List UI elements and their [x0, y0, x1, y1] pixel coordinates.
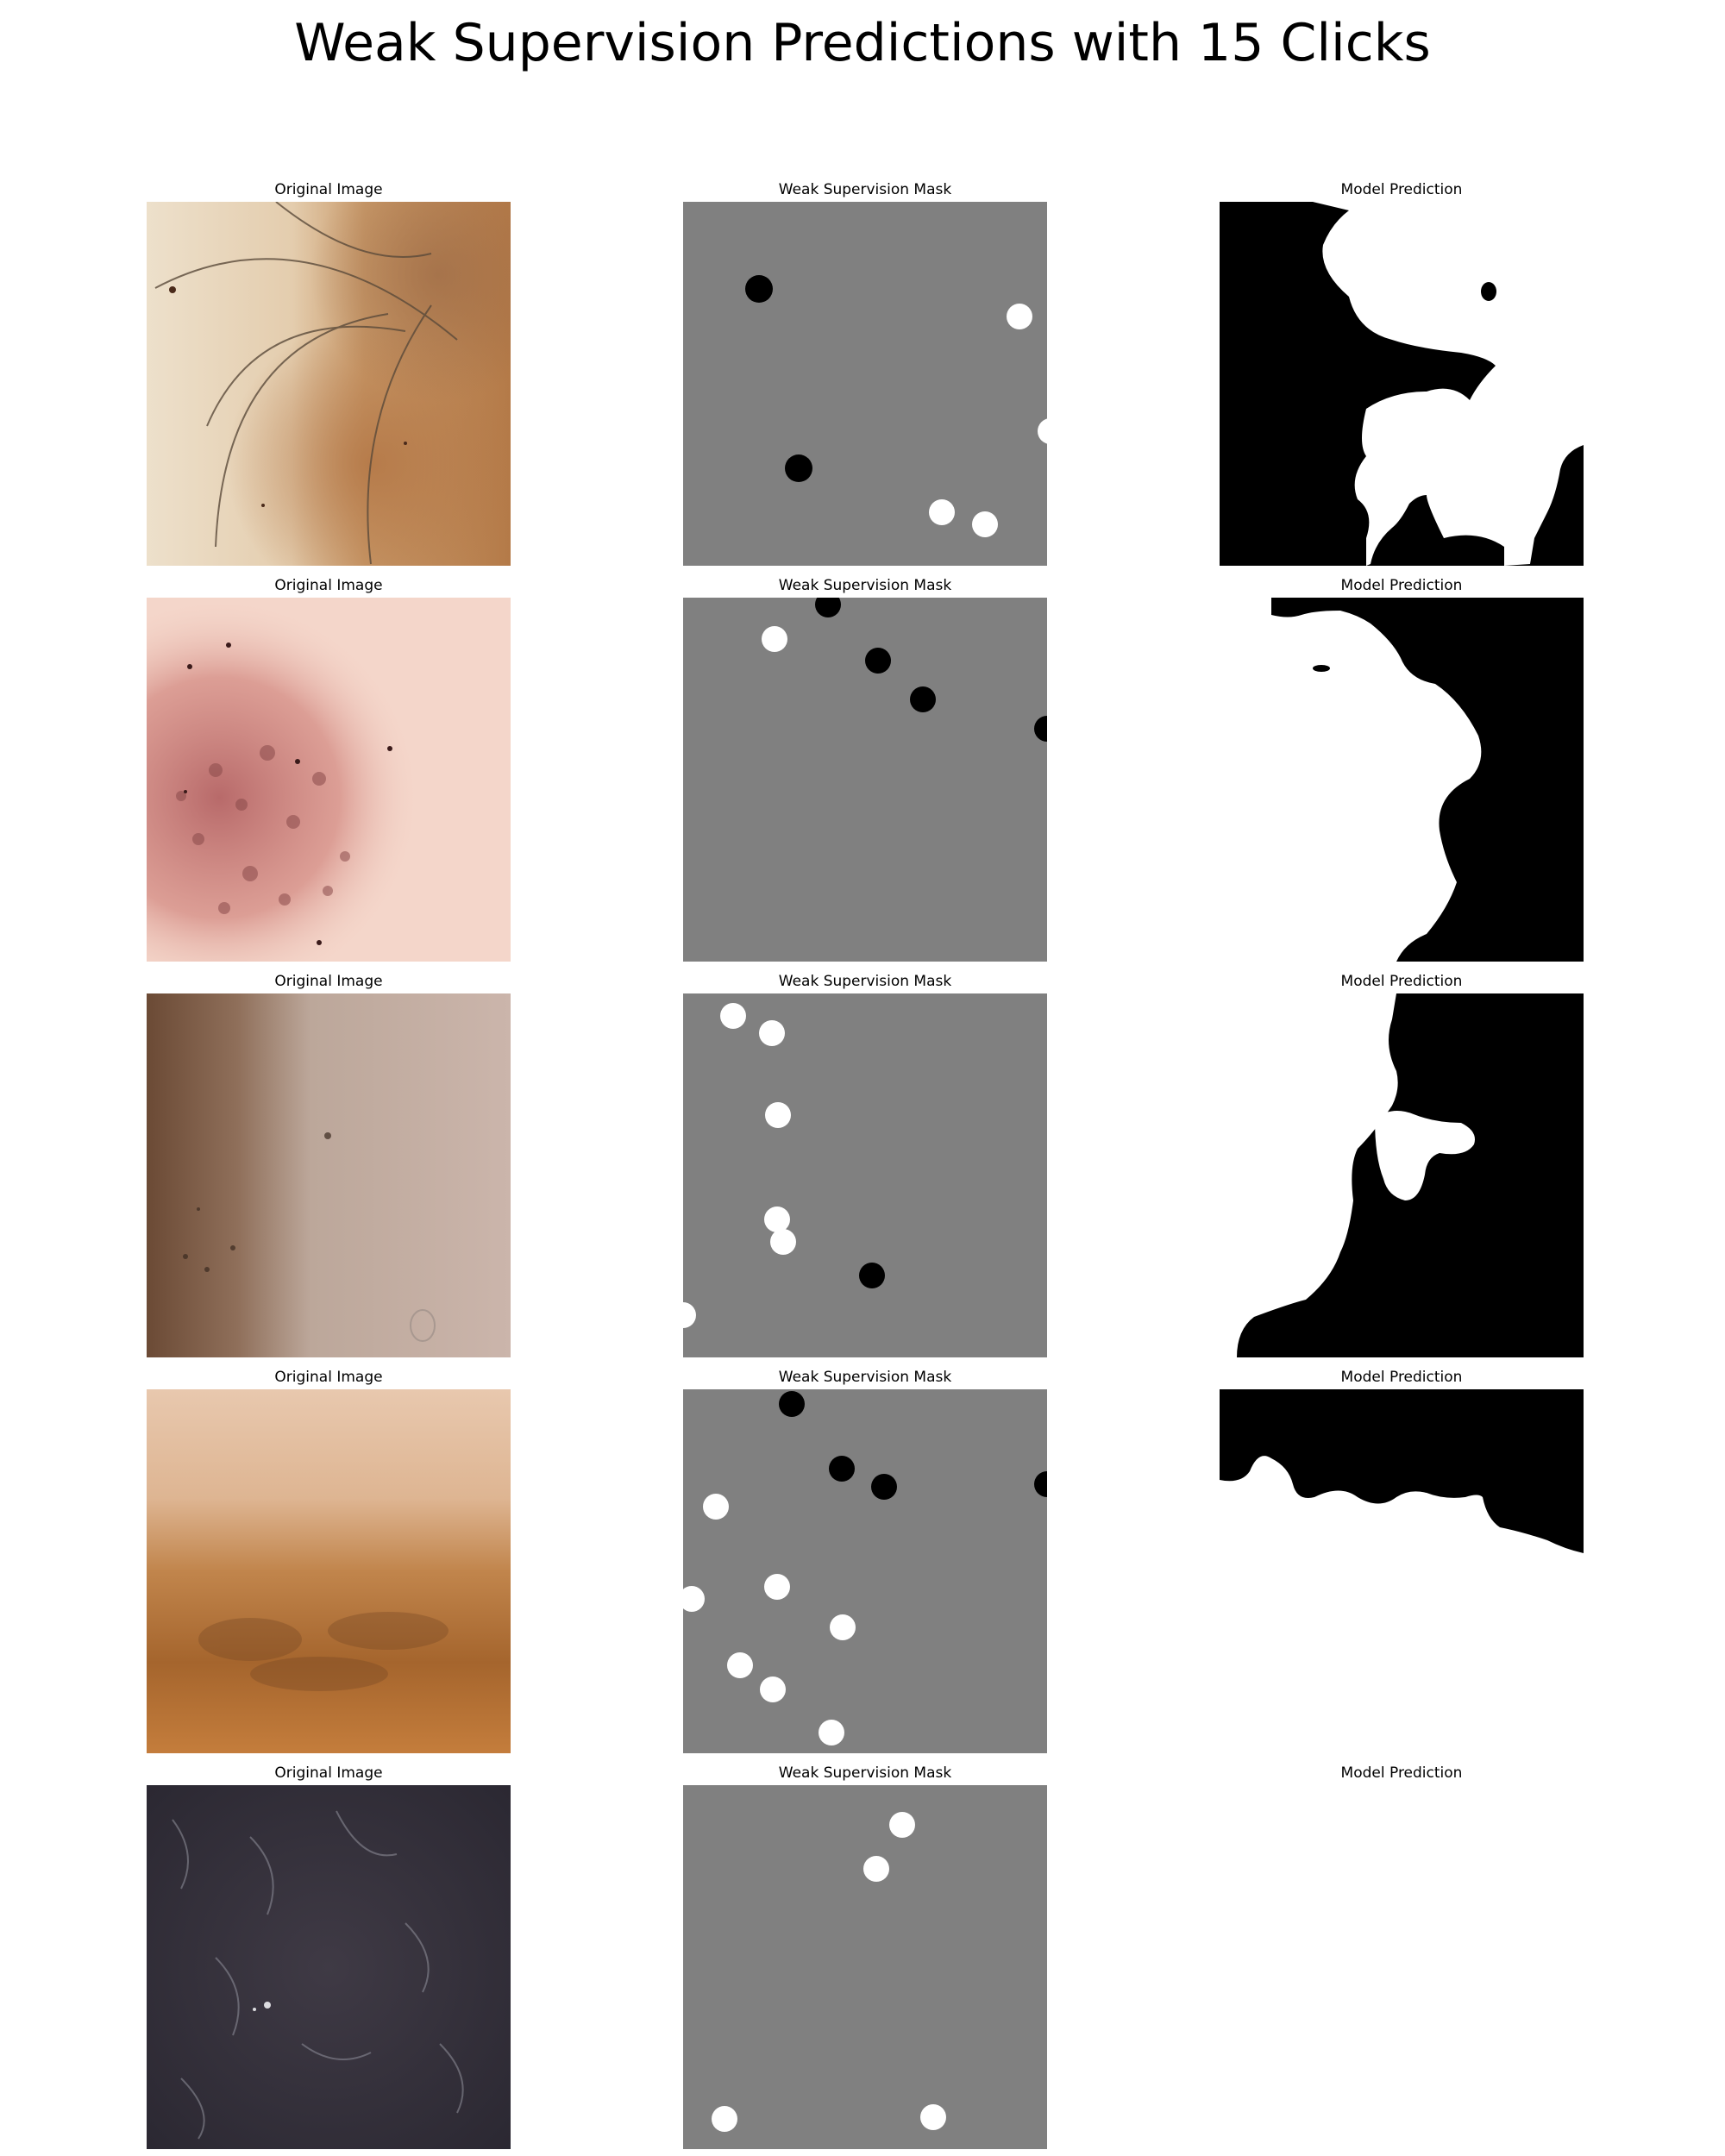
mask-title: Weak Supervision Mask	[778, 1764, 952, 1782]
figure-title: Weak Supervision Predictions with 15 Cli…	[294, 13, 1431, 73]
mask-title: Weak Supervision Mask	[778, 181, 952, 198]
original-image-title: Original Image	[274, 1764, 383, 1782]
mask-title: Weak Supervision Mask	[778, 1369, 952, 1386]
negative-click	[871, 1474, 897, 1500]
positive-click	[770, 1229, 796, 1255]
mask-title: Weak Supervision Mask	[778, 973, 952, 990]
prediction-title: Model Prediction	[1340, 973, 1463, 990]
positive-click	[760, 1677, 786, 1702]
positive-click	[929, 499, 955, 525]
prediction-title: Model Prediction	[1340, 181, 1463, 198]
negative-click	[859, 1263, 885, 1288]
mask-row-4	[683, 1389, 1047, 1753]
original-image-row-1	[147, 202, 511, 566]
prediction-row-5	[1220, 1785, 1584, 2149]
positive-click	[889, 1812, 915, 1838]
original-image-row-5	[147, 1785, 511, 2149]
mask-title: Weak Supervision Mask	[778, 577, 952, 594]
positive-click	[920, 2104, 946, 2130]
positive-click	[764, 1206, 790, 1232]
mask-row-1	[683, 202, 1047, 566]
positive-click	[819, 1720, 844, 1745]
negative-click	[910, 686, 936, 712]
positive-click	[720, 1003, 746, 1029]
prediction-title: Model Prediction	[1340, 1764, 1463, 1782]
original-image-row-3	[147, 993, 511, 1357]
prediction-row-3	[1220, 993, 1584, 1357]
prediction-row-1	[1220, 202, 1584, 566]
original-image-title: Original Image	[274, 1369, 383, 1386]
positive-click	[972, 511, 998, 537]
prediction-row-4	[1220, 1389, 1584, 1753]
positive-click	[759, 1020, 785, 1046]
positive-click	[712, 2106, 737, 2132]
positive-click	[762, 626, 787, 652]
original-image-title: Original Image	[274, 973, 383, 990]
positive-click	[1007, 304, 1032, 329]
original-image-title: Original Image	[274, 577, 383, 594]
positive-click	[764, 1574, 790, 1600]
original-image-row-4	[147, 1389, 511, 1753]
negative-click	[1034, 716, 1047, 742]
negative-click	[829, 1456, 855, 1482]
mask-row-3	[683, 993, 1047, 1357]
positive-click	[683, 1302, 696, 1328]
mask-row-5	[683, 1785, 1047, 2149]
positive-click	[703, 1494, 729, 1520]
negative-click	[865, 648, 891, 674]
positive-click	[727, 1652, 753, 1678]
positive-click	[1038, 418, 1047, 444]
positive-click	[863, 1856, 889, 1882]
negative-click	[785, 454, 812, 482]
original-image-row-2	[147, 598, 511, 962]
prediction-title: Model Prediction	[1340, 577, 1463, 594]
prediction-row-2	[1220, 598, 1584, 962]
negative-click	[815, 598, 841, 617]
prediction-title: Model Prediction	[1340, 1369, 1463, 1386]
negative-click	[1034, 1471, 1047, 1497]
negative-click	[779, 1391, 805, 1417]
positive-click	[830, 1614, 856, 1640]
negative-click	[745, 275, 773, 303]
positive-click	[683, 1586, 705, 1612]
positive-click	[765, 1102, 791, 1128]
mask-row-2	[683, 598, 1047, 962]
original-image-title: Original Image	[274, 181, 383, 198]
